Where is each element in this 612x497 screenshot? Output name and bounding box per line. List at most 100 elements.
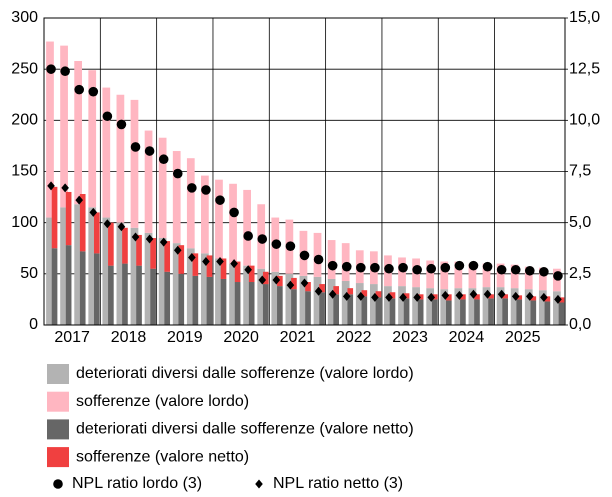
legend-label: deteriorati diversi dalle sofferenze (va… xyxy=(76,421,414,438)
marker-circle xyxy=(74,84,85,95)
marker-circle xyxy=(299,250,310,261)
marker-diamond xyxy=(511,291,520,301)
legend-swatch xyxy=(47,447,69,468)
bar xyxy=(93,212,100,254)
marker-diamond xyxy=(173,245,182,255)
marker-circle xyxy=(116,119,127,130)
marker-circle xyxy=(257,234,268,244)
bar xyxy=(558,297,565,303)
bar xyxy=(201,253,209,325)
bar xyxy=(178,273,185,325)
marker-diamond xyxy=(188,252,196,262)
bar xyxy=(468,263,477,289)
marker-circle xyxy=(496,264,507,275)
marker-circle xyxy=(327,260,338,271)
bar xyxy=(220,278,227,325)
bar xyxy=(277,275,283,287)
bar xyxy=(299,275,308,325)
bar xyxy=(172,243,181,325)
marker-circle xyxy=(482,261,493,272)
bar xyxy=(108,222,114,266)
bar xyxy=(460,299,466,325)
x-tick-label: 2021 xyxy=(280,329,316,346)
bar xyxy=(102,217,111,325)
bar xyxy=(417,299,424,325)
bar xyxy=(431,294,438,300)
bar xyxy=(488,298,494,325)
bar xyxy=(305,291,311,325)
bar xyxy=(74,204,83,325)
bar xyxy=(327,240,336,279)
marker-circle xyxy=(370,262,380,273)
y-tick-label: 300 xyxy=(11,9,38,26)
bar xyxy=(530,296,537,301)
bar xyxy=(60,45,68,208)
legend-label: deteriorati diversi dalle sofferenze (va… xyxy=(76,365,414,382)
bar xyxy=(510,288,519,325)
bar xyxy=(206,255,213,277)
bar xyxy=(460,294,466,300)
bar xyxy=(88,70,97,208)
marker-diamond xyxy=(455,290,464,300)
bar xyxy=(271,271,280,325)
bar xyxy=(553,291,561,325)
bar xyxy=(482,263,491,288)
bar xyxy=(474,299,480,325)
y-tick-label: 100 xyxy=(11,214,38,231)
bar xyxy=(46,41,54,218)
y-tick-label: 150 xyxy=(11,163,38,180)
bar xyxy=(79,251,86,325)
bar xyxy=(65,191,72,246)
bar xyxy=(403,293,410,299)
marker-diamond xyxy=(258,275,267,285)
marker-circle xyxy=(510,264,521,275)
bar xyxy=(446,300,452,325)
marker-circle xyxy=(440,262,451,273)
legend-marker xyxy=(53,479,63,489)
marker-circle xyxy=(398,262,408,273)
bar xyxy=(502,294,508,299)
bar xyxy=(46,217,54,325)
marker-diamond xyxy=(554,294,562,304)
bar xyxy=(51,248,58,325)
bar xyxy=(516,299,523,325)
marker-diamond xyxy=(230,259,238,269)
marker-diamond xyxy=(427,292,436,302)
bar xyxy=(229,263,237,325)
bar xyxy=(136,265,142,325)
bar xyxy=(108,265,114,325)
bar xyxy=(333,286,339,295)
bar xyxy=(305,282,311,292)
bar xyxy=(65,245,72,325)
bar xyxy=(215,179,223,259)
marker-circle xyxy=(46,64,56,74)
bar xyxy=(192,275,199,325)
marker-circle xyxy=(313,254,324,265)
y2-tick-label: 2,5 xyxy=(569,265,591,282)
x-tick-label: 2024 xyxy=(449,329,485,346)
bar xyxy=(130,227,139,325)
bar xyxy=(262,271,269,285)
bar xyxy=(186,248,195,325)
bar xyxy=(544,296,551,302)
x-tick-label: 2017 xyxy=(54,329,90,346)
bar xyxy=(158,238,167,325)
bar xyxy=(60,207,68,325)
bar xyxy=(375,291,382,298)
marker-diamond xyxy=(469,289,478,299)
y-tick-label: 0 xyxy=(29,316,38,333)
bar xyxy=(234,282,241,325)
bar xyxy=(74,60,83,205)
bar xyxy=(412,287,420,325)
marker-diamond xyxy=(159,237,168,247)
marker-circle xyxy=(201,185,211,195)
bar xyxy=(341,280,350,325)
bar xyxy=(544,301,551,325)
marker-diamond xyxy=(75,195,84,205)
bar xyxy=(102,87,111,218)
marker-diamond xyxy=(483,289,492,299)
bar xyxy=(229,183,237,264)
bar xyxy=(150,238,156,269)
bar xyxy=(446,294,452,301)
